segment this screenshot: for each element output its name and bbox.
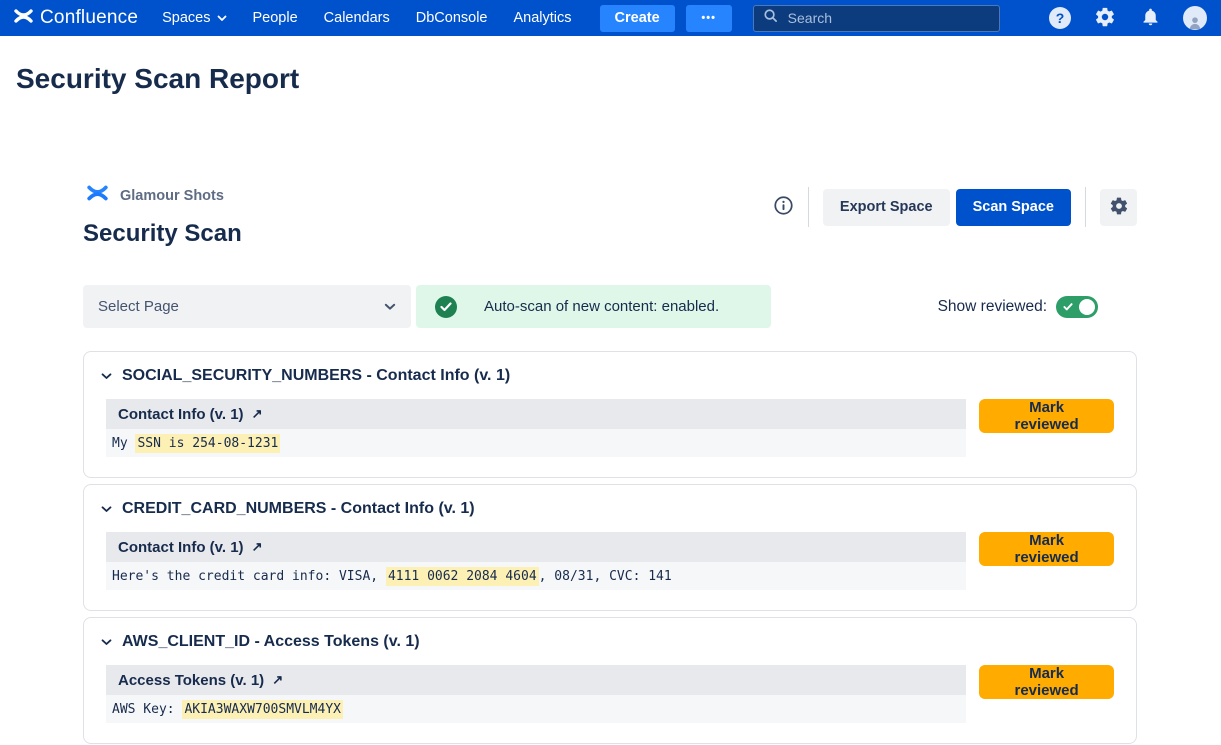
finding-snippet: My SSN is 254-08-1231 (106, 429, 966, 457)
finding-source-link[interactable]: Access Tokens (v. 1) ↗ (118, 672, 283, 689)
space-settings-button[interactable] (1100, 189, 1137, 226)
autoscan-banner: Auto-scan of new content: enabled. (416, 285, 771, 328)
card-body: Contact Info (v. 1) ↗ Here's the credit … (106, 532, 1114, 590)
main-content: Glamour Shots Security Scan Export Space… (83, 184, 1137, 744)
finding-source-link[interactable]: Contact Info (v. 1) ↗ (118, 406, 262, 423)
collapse-chevron-icon[interactable] (101, 506, 112, 513)
finding-title: SOCIAL_SECURITY_NUMBERS - Contact Info (… (122, 365, 510, 387)
help-button[interactable]: ? (1048, 6, 1072, 30)
snippet-highlight: 4111 0062 2084 4604 (386, 567, 539, 586)
mark-reviewed-button[interactable]: Mark reviewed (979, 532, 1114, 566)
source-label: Contact Info (v. 1) (118, 406, 244, 423)
card-body: Access Tokens (v. 1) ↗ AWS Key: AKIA3WAX… (106, 665, 1114, 723)
search-icon (763, 8, 778, 28)
top-nav: Confluence Spaces People Calendars DbCon… (0, 0, 1221, 36)
collapse-chevron-icon[interactable] (101, 373, 112, 380)
finding-detail: Contact Info (v. 1) ↗ Here's the credit … (106, 532, 966, 590)
card-title-row: SOCIAL_SECURITY_NUMBERS - Contact Info (… (101, 365, 1114, 387)
finding-card: CREDIT_CARD_NUMBERS - Contact Info (v. 1… (83, 484, 1137, 611)
space-header-left: Glamour Shots Security Scan (83, 184, 242, 248)
findings-list: SOCIAL_SECURITY_NUMBERS - Contact Info (… (83, 351, 1137, 744)
info-button[interactable] (773, 195, 794, 219)
bell-icon (1140, 6, 1161, 30)
snippet-post: , 08/31, CVC: 141 (539, 569, 672, 584)
select-page-dropdown[interactable]: Select Page (83, 285, 411, 328)
external-link-icon: ↗ (252, 539, 263, 555)
gear-icon (1094, 6, 1116, 31)
show-reviewed-toggle[interactable] (1056, 296, 1098, 318)
space-header: Glamour Shots Security Scan Export Space… (83, 184, 1137, 248)
check-icon (1063, 303, 1073, 311)
finding-source-bar: Contact Info (v. 1) ↗ (106, 399, 966, 429)
nav-item-people[interactable]: People (253, 10, 298, 26)
source-label: Access Tokens (v. 1) (118, 672, 264, 689)
more-button[interactable]: ••• (686, 5, 732, 32)
nav-item-spaces[interactable]: Spaces (162, 10, 226, 26)
external-link-icon: ↗ (252, 406, 263, 422)
finding-snippet: Here's the credit card info: VISA, 4111 … (106, 562, 966, 590)
check-circle-icon (435, 296, 457, 318)
chevron-down-icon (384, 298, 396, 315)
card-title-row: CREDIT_CARD_NUMBERS - Contact Info (v. 1… (101, 498, 1114, 520)
nav-item-analytics[interactable]: Analytics (514, 10, 572, 26)
divider (808, 187, 809, 227)
brand-name: Confluence (40, 7, 138, 29)
space-actions: Export Space Scan Space (773, 187, 1137, 227)
snippet-pre: AWS Key: (112, 702, 182, 717)
profile-button[interactable] (1183, 6, 1207, 30)
scan-space-button[interactable]: Scan Space (956, 189, 1071, 226)
finding-detail: Access Tokens (v. 1) ↗ AWS Key: AKIA3WAX… (106, 665, 966, 723)
space-name: Glamour Shots (120, 188, 224, 204)
breadcrumb[interactable]: Glamour Shots (83, 184, 242, 207)
external-link-icon: ↗ (272, 672, 283, 688)
snippet-pre: Here's the credit card info: VISA, (112, 569, 386, 584)
mark-reviewed-button[interactable]: Mark reviewed (979, 665, 1114, 699)
export-space-button[interactable]: Export Space (823, 189, 950, 226)
snippet-pre: My (112, 436, 135, 451)
finding-detail: Contact Info (v. 1) ↗ My SSN is 254-08-1… (106, 399, 966, 457)
finding-snippet: AWS Key: AKIA3WAXW700SMVLM4YX (106, 695, 966, 723)
finding-card: AWS_CLIENT_ID - Access Tokens (v. 1) Acc… (83, 617, 1137, 744)
mark-reviewed-button[interactable]: Mark reviewed (979, 399, 1114, 433)
collapse-chevron-icon[interactable] (101, 639, 112, 646)
finding-card: SOCIAL_SECURITY_NUMBERS - Contact Info (… (83, 351, 1137, 478)
avatar (1183, 6, 1207, 30)
finding-title: AWS_CLIENT_ID - Access Tokens (v. 1) (122, 631, 420, 653)
gear-icon (1109, 196, 1129, 219)
space-icon (87, 184, 108, 207)
finding-source-bar: Access Tokens (v. 1) ↗ (106, 665, 966, 695)
show-reviewed-control: Show reviewed: (938, 296, 1098, 318)
divider (1085, 187, 1086, 227)
info-icon (773, 195, 794, 219)
nav-item-calendars[interactable]: Calendars (324, 10, 390, 26)
ellipsis-icon: ••• (701, 12, 716, 24)
finding-title: CREDIT_CARD_NUMBERS - Contact Info (v. 1… (122, 498, 475, 520)
finding-source-link[interactable]: Contact Info (v. 1) ↗ (118, 539, 262, 556)
snippet-highlight: SSN is 254-08-1231 (135, 434, 280, 453)
search-input[interactable] (786, 9, 990, 27)
search-box[interactable] (753, 5, 1000, 32)
nav-icon-group: ? (1048, 6, 1207, 30)
toggle-knob (1079, 299, 1095, 315)
nav-item-dbconsole[interactable]: DbConsole (416, 10, 488, 26)
chevron-down-icon (217, 10, 227, 26)
show-reviewed-label: Show reviewed: (938, 298, 1047, 316)
select-page-label: Select Page (98, 298, 179, 315)
notifications-button[interactable] (1138, 6, 1162, 30)
settings-button[interactable] (1093, 6, 1117, 30)
confluence-logo[interactable]: Confluence (14, 7, 138, 29)
card-body: Contact Info (v. 1) ↗ My SSN is 254-08-1… (106, 399, 1114, 457)
space-heading: Security Scan (83, 220, 242, 248)
nav-item-label: Spaces (162, 10, 210, 26)
autoscan-banner-text: Auto-scan of new content: enabled. (484, 298, 719, 315)
confluence-logo-icon (14, 8, 33, 29)
help-icon: ? (1049, 7, 1071, 29)
page-title: Security Scan Report (16, 62, 1221, 96)
card-title-row: AWS_CLIENT_ID - Access Tokens (v. 1) (101, 631, 1114, 653)
snippet-highlight: AKIA3WAXW700SMVLM4YX (182, 700, 343, 719)
create-button[interactable]: Create (600, 5, 675, 32)
source-label: Contact Info (v. 1) (118, 539, 244, 556)
controls-row: Select Page Auto-scan of new content: en… (83, 285, 1137, 328)
finding-source-bar: Contact Info (v. 1) ↗ (106, 532, 966, 562)
